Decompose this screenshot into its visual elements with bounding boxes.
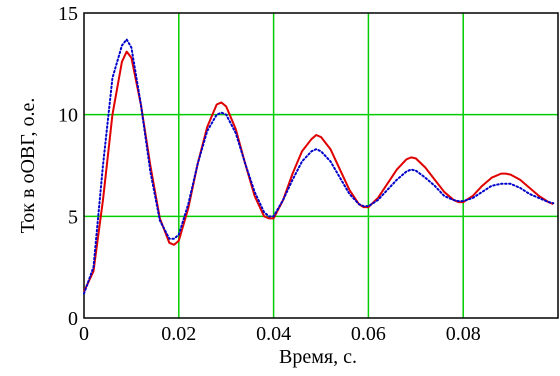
y-tick-label: 5 [68, 206, 78, 228]
x-tick-label: 0.08 [446, 323, 481, 345]
plot-frame [83, 12, 559, 319]
x-tick-label: 0 [79, 323, 89, 345]
series-group [83, 38, 555, 295]
x-axis-title: Время, с. [279, 346, 357, 368]
x-tick-label: 0.06 [351, 323, 386, 345]
y-tick-labels: 0 5 10 15 [58, 3, 78, 330]
series-line-1 [83, 50, 554, 292]
x-tick-labels: 0 0.02 0.04 0.06 0.08 [79, 323, 481, 345]
y-tick-label: 15 [58, 3, 78, 25]
series-line-2 [83, 38, 555, 295]
y-tick-label: 0 [68, 308, 78, 330]
y-axis-title: Ток в оОВГ, о.е. [17, 98, 39, 234]
grid [84, 13, 558, 318]
y-tick-label: 10 [58, 105, 78, 127]
x-tick-label: 0.02 [161, 323, 196, 345]
x-tick-label: 0.04 [256, 323, 291, 345]
